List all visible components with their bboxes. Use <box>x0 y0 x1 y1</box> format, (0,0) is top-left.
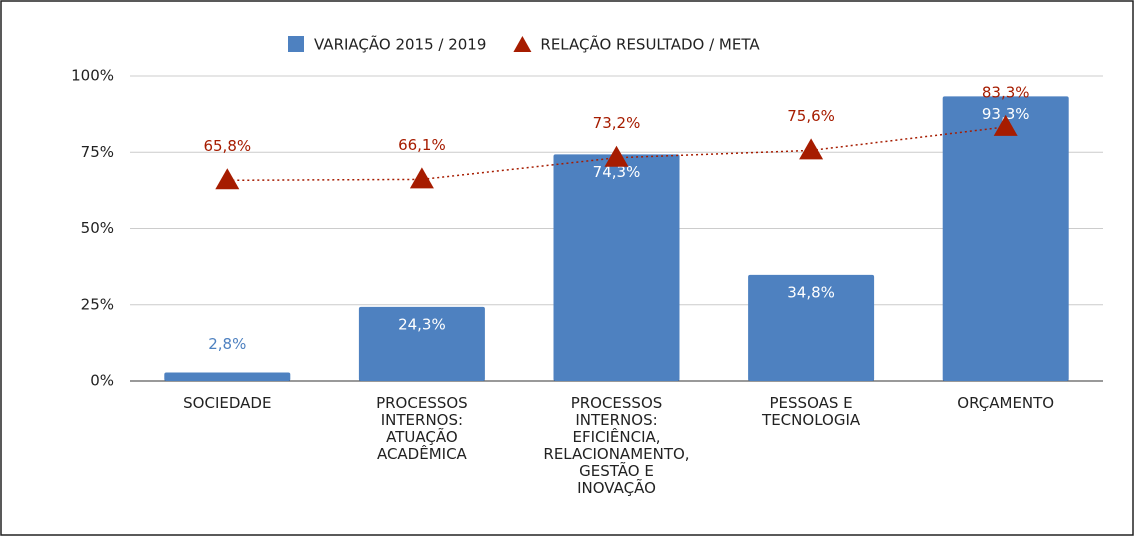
x-tick-label: PESSOAS E TECNOLOGIA <box>761 394 861 429</box>
bar <box>748 274 875 381</box>
bar-value-label: 74,3% <box>593 163 641 181</box>
bar-value-label: 24,3% <box>398 315 446 333</box>
legend-swatch <box>513 36 532 52</box>
y-tick-label: 100% <box>71 67 114 85</box>
y-tick-label: 75% <box>81 143 114 161</box>
triangle-marker <box>215 168 240 190</box>
x-tick-label: SOCIEDADE <box>183 394 271 412</box>
x-tick-label: PROCESSOS INTERNOS: EFICIÊNCIA, RELACIONAME… <box>543 394 689 497</box>
bar <box>553 154 680 381</box>
line-value-label: 66,1% <box>398 136 446 154</box>
y-tick-label: 0% <box>90 372 114 390</box>
bar <box>942 96 1069 381</box>
x-tick-label: PROCESSOS INTERNOS: ATUAÇÃO ACADÊMICA <box>376 394 468 463</box>
line-value-label: 73,2% <box>593 114 641 132</box>
line-value-label: 75,6% <box>787 107 835 125</box>
bar <box>164 372 291 381</box>
triangle-marker <box>409 167 434 189</box>
triangle-marker <box>993 114 1018 136</box>
line-value-label: 65,8% <box>203 137 251 155</box>
legend-label: VARIAÇÃO 2015 / 2019 <box>314 35 486 54</box>
triangle-marker <box>604 145 629 167</box>
bar <box>358 306 485 381</box>
line-value-label: 83,3% <box>982 83 1030 101</box>
bar-value-label: 93,3% <box>982 105 1030 123</box>
bar-value-label: 34,8% <box>787 283 835 301</box>
y-tick-label: 25% <box>81 295 114 313</box>
triangle-marker <box>799 138 824 160</box>
legend-label: RELAÇÃO RESULTADO / META <box>540 35 760 54</box>
x-tick-label: ORÇAMENTO <box>957 394 1054 412</box>
legend-swatch <box>288 36 304 52</box>
y-tick-label: 50% <box>81 219 114 237</box>
bar-value-label: 2,8% <box>208 335 246 353</box>
